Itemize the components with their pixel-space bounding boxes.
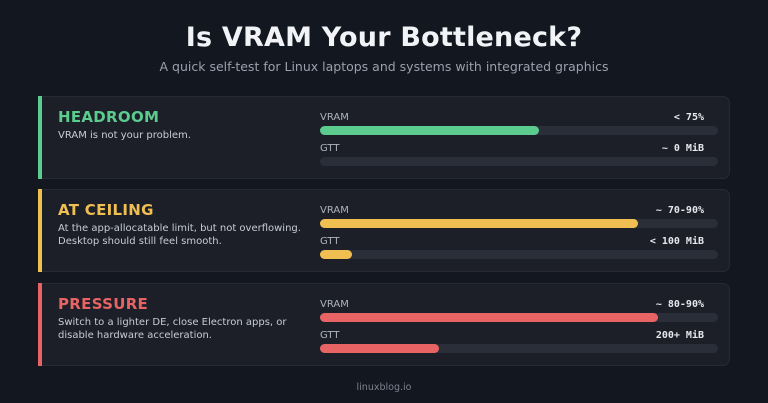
meter-track (320, 344, 718, 353)
meter-label: GTT (320, 236, 340, 247)
meter-label: VRAM (320, 299, 349, 310)
footer-site-name: linuxblog.io (356, 382, 412, 393)
meter-fill (320, 250, 352, 259)
card-description: Switch to a lighter DE, close Electron a… (58, 317, 287, 341)
meter-value: ~ 80-90% (655, 299, 704, 310)
meter-fill (320, 344, 440, 353)
meter-track (320, 157, 718, 166)
meter-value: ~ 70-90% (655, 205, 704, 216)
card-description: VRAM is not your problem. (58, 130, 191, 141)
meter-label: VRAM (320, 205, 349, 216)
meter-value: ~ 0 MiB (661, 143, 704, 154)
meter-label: GTT (320, 143, 340, 154)
card-state-title: HEADROOM (58, 108, 160, 126)
meter-fill (320, 219, 639, 228)
meter-label: VRAM (320, 112, 349, 123)
page-subtitle: A quick self-test for Linux laptops and … (159, 59, 609, 74)
meter-fill (320, 313, 659, 322)
meter-value: 200+ MiB (655, 330, 704, 341)
meter-fill (320, 126, 539, 135)
card-accent-bar (38, 96, 42, 179)
meter-track (320, 250, 718, 259)
meter-value: < 75% (673, 112, 704, 123)
meter-track (320, 313, 718, 322)
card-state-title: PRESSURE (58, 295, 149, 313)
page-title: Is VRAM Your Bottleneck? (185, 22, 583, 53)
card-accent-bar (38, 189, 42, 272)
card-state-title: AT CEILING (58, 201, 154, 219)
card-headroom: HEADROOM VRAM is not your problem. VRAM … (38, 96, 730, 179)
meter-track (320, 126, 718, 135)
meter-value: < 100 MiB (649, 236, 704, 247)
card-description: At the app-allocatable limit, but not ov… (58, 223, 301, 247)
card-at-ceiling: AT CEILING At the app-allocatable limit,… (38, 189, 730, 272)
meter-label: GTT (320, 330, 340, 341)
card-accent-bar (38, 283, 42, 366)
meter-track (320, 219, 718, 228)
card-pressure: PRESSURE Switch to a lighter DE, close E… (38, 283, 730, 366)
